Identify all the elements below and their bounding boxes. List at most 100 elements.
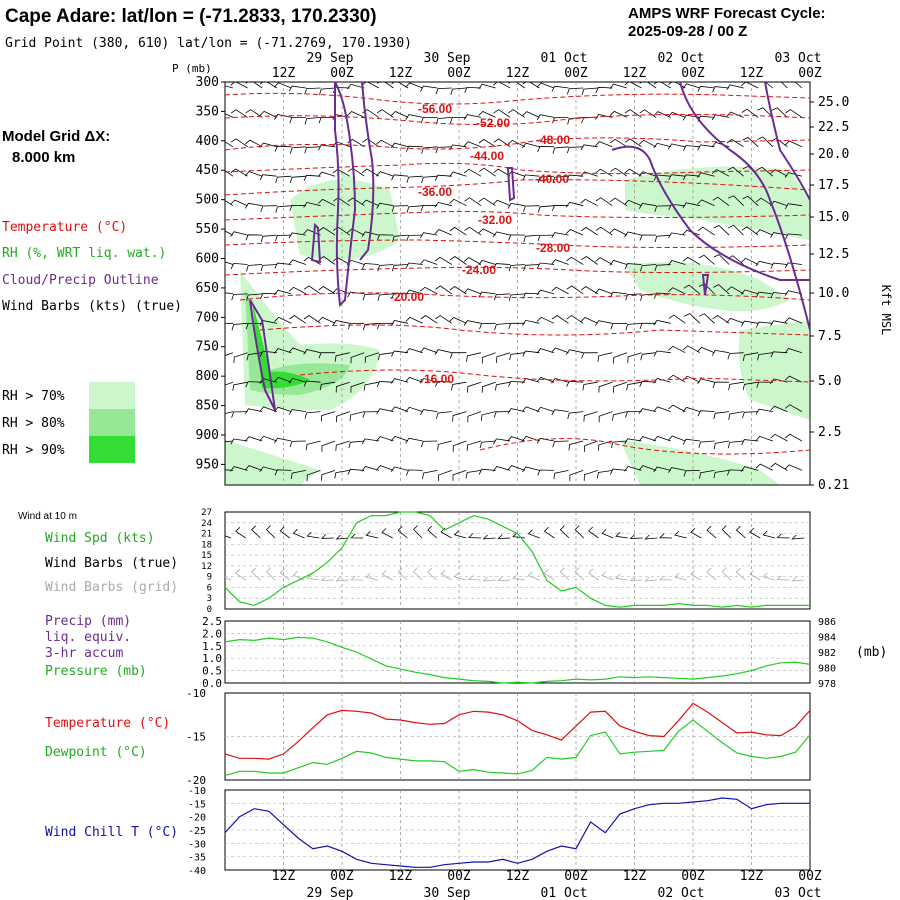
temperature-tick-label: -20 [186, 774, 206, 787]
temperature-contour-label: -44.00 [470, 149, 504, 163]
wind-barb [348, 440, 365, 449]
wind-barb [479, 322, 496, 330]
wind-barb [682, 202, 700, 209]
cloud-outline [679, 82, 810, 331]
wind-barb [225, 261, 234, 265]
wind-barb [288, 409, 306, 415]
wind-barb [377, 352, 394, 361]
wind-barb [244, 465, 263, 471]
wind-barb [362, 138, 380, 148]
precip-pressure-panel: 0.00.51.01.52.02.5 978 980 982 984 986 (mb) [202, 615, 887, 690]
rh-legend-swatch [89, 382, 135, 409]
wind-barb [625, 322, 642, 331]
wind-barb [713, 225, 730, 236]
rh-region [340, 170, 365, 205]
wind-barb [682, 174, 700, 181]
wind-barb [230, 438, 248, 445]
height-tick-label: 5.0 [818, 374, 841, 389]
wind-barb [493, 82, 511, 89]
surface-wind-barb [735, 567, 746, 581]
temperature-contour-label: -56.00 [418, 102, 452, 116]
wind-tick-label: 9 [207, 573, 212, 583]
wind-barb [580, 144, 598, 151]
wind-barb [435, 146, 452, 154]
surface-wind-barb [225, 577, 232, 581]
wind-barb [230, 231, 248, 237]
pressure-tick-label: 986 [818, 617, 836, 628]
wind-barb [654, 264, 671, 272]
wind-tick-label: 12 [201, 562, 212, 572]
wind-chill-tick-label: -30 [188, 839, 206, 850]
wind-barb [771, 107, 788, 118]
wind-barb [320, 411, 336, 422]
surface-wind-barb [690, 528, 702, 539]
wind-barb [289, 146, 306, 154]
wind-barb [405, 145, 423, 152]
wind-barb [727, 255, 744, 265]
wind-barb [638, 436, 657, 442]
surface-wind-barb [467, 533, 481, 539]
wind-barb [434, 229, 452, 236]
wind-barb [565, 349, 584, 355]
wind-barb [794, 82, 803, 89]
wind-barb [494, 322, 511, 331]
wind-barb [624, 138, 642, 148]
surface-wind-barb [381, 570, 393, 581]
wind-barb [740, 289, 759, 295]
wind-barb [361, 82, 380, 89]
surface-wind-barb [749, 527, 761, 539]
wind-barb [552, 175, 569, 184]
wind-barb [230, 262, 248, 270]
wind-barb [580, 317, 598, 324]
pressure-tick-label: 300 [196, 75, 219, 90]
surface-wind-barb [251, 525, 261, 539]
surface-wind-barb [644, 576, 658, 582]
wind-tick-label: 15 [201, 551, 212, 561]
wind-barb [770, 292, 788, 299]
pressure-tick-label: 400 [196, 134, 219, 149]
wind-barb [565, 201, 584, 208]
wind-barb [653, 142, 671, 149]
wind-barb [463, 257, 482, 265]
wind-barb [480, 411, 496, 421]
wind-barb [727, 352, 744, 360]
wind-barb [712, 315, 730, 324]
top-hour-label: 00Z [447, 66, 471, 81]
wind-barb [231, 322, 248, 331]
wind-barb [508, 109, 526, 118]
wind-barb [653, 466, 671, 473]
wind-barb [667, 435, 686, 442]
wind-tick-label: 3 [207, 594, 212, 604]
wind-barb [274, 262, 292, 269]
wind-barb [452, 470, 467, 481]
wind-barb [624, 465, 642, 472]
wind-barb [406, 175, 423, 183]
wind-barb [435, 285, 453, 295]
wind-barb [697, 346, 715, 354]
wind-barb [653, 292, 671, 299]
wind-barb [552, 146, 569, 154]
top-hour-label: 12Z [506, 66, 530, 81]
wind-barb [481, 381, 496, 393]
rh-region [225, 440, 320, 485]
wind-barb [419, 377, 438, 384]
temperature-contour [299, 369, 810, 383]
precip-label: Precip (mm) [45, 614, 131, 629]
wind-barb [638, 171, 657, 177]
bottom-hour-label: 00Z [447, 869, 471, 884]
wind-barb [317, 316, 336, 324]
pressure-tick-label: 600 [196, 251, 219, 266]
wind-barb [595, 168, 613, 177]
wind-barb [770, 320, 788, 327]
temperature-contour [225, 266, 810, 276]
top-date-label: 01 Oct [541, 51, 588, 66]
wind-barb [784, 172, 803, 178]
surface-wind-barb [365, 531, 379, 539]
wind-barb [419, 347, 438, 354]
surface-wind-barb [629, 576, 643, 581]
wind-barb [740, 466, 759, 472]
forecast-cycle-label: AMPS WRF Forecast Cycle: [628, 5, 826, 22]
wind-barb [742, 381, 759, 391]
bottom-hour-label: 12Z [740, 869, 764, 884]
cloud-outline [334, 82, 357, 308]
